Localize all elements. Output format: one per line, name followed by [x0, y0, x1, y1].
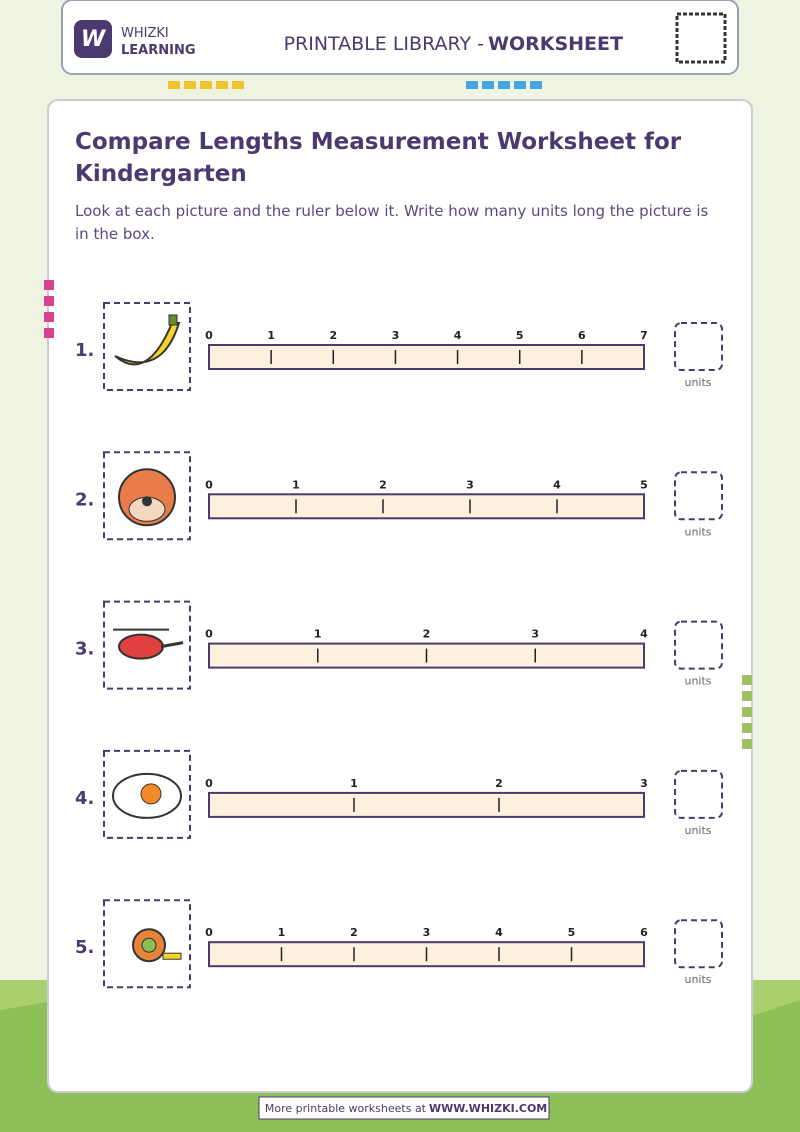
ruler-label: 1: [278, 926, 286, 939]
tape-center: [141, 937, 157, 953]
ruler-label: 0: [205, 926, 213, 939]
logo: [74, 20, 112, 58]
ruler-label: 5: [568, 926, 576, 939]
ruler-label: 4: [454, 329, 462, 342]
answer-box[interactable]: [674, 769, 723, 819]
picture-box: [103, 302, 191, 391]
ruler-label: 0: [205, 329, 213, 342]
ruler-label: 1: [292, 478, 300, 491]
ruler-label: 0: [205, 628, 213, 641]
helicopter-body: [118, 633, 164, 660]
banana-stem: [168, 314, 178, 326]
qr-code: [675, 12, 727, 64]
ruler-label: 3: [392, 329, 400, 342]
stripes-yellow: [168, 81, 244, 89]
ruler-label: 1: [314, 628, 322, 641]
ruler-label: 3: [423, 926, 431, 939]
picture-box: [103, 749, 191, 839]
egg-yolk: [140, 783, 162, 805]
item: 1. 0 1 2 3 4 5 6 7 units: [75, 302, 723, 391]
answer-box[interactable]: [674, 919, 723, 969]
ruler-label: 3: [466, 478, 474, 491]
ruler-label: 1: [350, 777, 358, 790]
helicopter-tail: [160, 641, 184, 649]
item-number: 5.: [75, 937, 94, 958]
ruler: [208, 493, 645, 520]
brand-top: WHIZKI: [121, 26, 169, 41]
stripes-blue: [466, 81, 542, 89]
item-number: 2.: [75, 489, 94, 510]
header-box: [61, 0, 739, 75]
worksheet-title: Compare Lengths Measurement Worksheet fo…: [75, 129, 682, 187]
item: 3. 0 1 2 3 4 units: [75, 600, 723, 690]
picture-box: [103, 451, 191, 541]
ruler-label: 0: [205, 777, 213, 790]
item: 5. 0 1 2 3 4 5 6 units: [75, 899, 723, 989]
brand-bottom: LEARNING: [121, 43, 196, 58]
ruler-label: 2: [350, 926, 358, 939]
footer-box: [258, 1096, 550, 1120]
side-stripes: [44, 280, 54, 338]
answer-label: units: [684, 376, 711, 389]
answer-box[interactable]: [674, 471, 723, 521]
ruler-label: 3: [640, 777, 648, 790]
ruler-label: 6: [578, 329, 586, 342]
item-number: 1.: [75, 340, 94, 361]
instructions: Look at each picture and the ruler below…: [75, 202, 709, 243]
item-number: 3.: [75, 639, 94, 660]
ruler-label: 4: [495, 926, 503, 939]
ruler-label: 6: [640, 926, 648, 939]
footer-link[interactable]: WWW.WHIZKI.COM: [429, 1102, 547, 1115]
footer-text: More printable worksheets at: [265, 1102, 427, 1115]
picture-box: [103, 899, 191, 989]
ruler-label: 5: [516, 329, 524, 342]
ruler-label: 3: [531, 628, 539, 641]
ruler-label: 4: [553, 478, 561, 491]
item: 4. 0 1 2 3 units: [75, 749, 723, 839]
dog-nose: [142, 496, 152, 507]
ruler-label: 2: [379, 478, 387, 491]
ruler: [208, 791, 645, 818]
ruler-label: 4: [640, 628, 648, 641]
ruler-label: 7: [640, 329, 648, 342]
ruler: [208, 344, 645, 370]
tape-strip: [162, 952, 182, 960]
picture-box: [103, 600, 191, 690]
answer-label: units: [684, 675, 711, 688]
answer-label: units: [684, 973, 711, 986]
ruler-label: 1: [267, 329, 275, 342]
answer-label: units: [684, 525, 711, 538]
ruler-label: 5: [640, 478, 648, 491]
ruler-label: 2: [423, 628, 431, 641]
ruler-label: 2: [495, 777, 503, 790]
item-number: 4.: [75, 788, 94, 809]
answer-box[interactable]: [674, 620, 723, 670]
ruler-label: 0: [205, 478, 213, 491]
logo-mark: W: [81, 27, 107, 52]
answer-box[interactable]: [674, 322, 723, 371]
library-label: PRINTABLE LIBRARY -: [284, 33, 484, 55]
ruler-label: 2: [329, 329, 337, 342]
item: 2. 0 1 2 3 4 5 units: [75, 451, 723, 541]
answer-label: units: [684, 824, 711, 837]
side-stripes-green: [742, 675, 752, 749]
library-bold: WORKSHEET: [488, 33, 623, 55]
